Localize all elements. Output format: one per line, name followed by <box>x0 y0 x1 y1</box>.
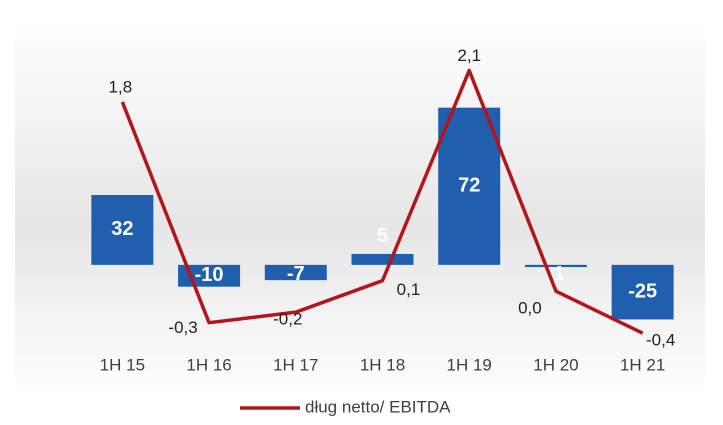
line-label: 0,1 <box>397 280 421 299</box>
bar-label: 72 <box>458 175 480 197</box>
bar-label: 32 <box>111 218 133 240</box>
x-tick-label: 1H 21 <box>620 355 665 374</box>
x-tick-label: 1H 17 <box>273 355 318 374</box>
line-label: 1,8 <box>109 77 133 96</box>
legend-label: dług netto/ EBITDA <box>305 397 451 416</box>
x-tick-label: 1H 18 <box>360 355 405 374</box>
line-label: 0,0 <box>518 299 542 318</box>
bar-label: 5 <box>377 225 388 247</box>
line-label: -0,2 <box>273 310 302 329</box>
bar <box>91 195 154 265</box>
x-tick-label: 1H 19 <box>447 355 492 374</box>
bar <box>264 264 327 281</box>
bar <box>438 107 501 265</box>
bar-label: -7 <box>287 263 305 285</box>
x-tick-label: 1H 15 <box>100 355 145 374</box>
line-label: 2,1 <box>457 46 481 65</box>
bar-label: -25 <box>628 280 657 302</box>
line-label: -0,4 <box>646 331 675 350</box>
bar <box>351 253 414 265</box>
bar <box>524 264 587 268</box>
x-tick-label: 1H 20 <box>533 355 578 374</box>
x-tick-label: 1H 16 <box>186 355 231 374</box>
line <box>120 68 644 335</box>
line-label: -0,3 <box>168 318 197 337</box>
bar-label: -10 <box>195 264 224 286</box>
bar <box>611 264 674 320</box>
